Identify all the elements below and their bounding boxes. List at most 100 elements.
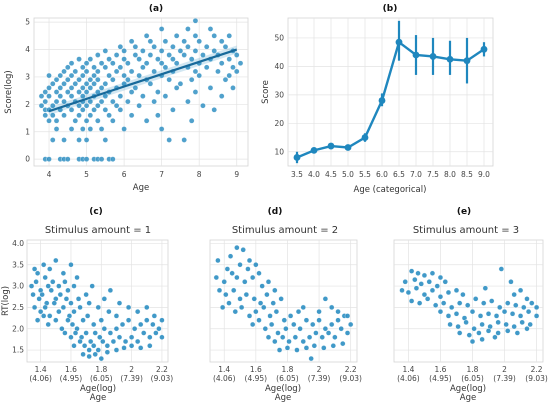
panel-c-point [119,321,126,328]
panel-a-point [102,80,109,87]
panel-d-point [231,287,237,294]
panel-a-point [192,89,199,95]
panel-a-point [188,76,195,83]
panel-a-point [83,156,90,162]
panel-d-point [273,308,280,315]
panel-a-point [102,107,109,113]
panel-d-point [226,300,232,306]
panel-e-point [421,291,428,298]
panel-c-point [122,338,129,345]
panel-d-xtick-age: (4.06) [213,374,236,383]
panel-a-point [162,64,169,71]
panel-b-ytick: 50 [274,34,284,43]
panel-a-point [87,85,94,91]
panel-c-point [95,347,101,353]
panel-a-ticks: 4 5 6 7 8 9 0 1 2 3 4 5 [25,18,239,179]
panel-e-point [497,304,503,311]
panel-c-point [51,300,57,306]
panel-b-xtick: 9.0 [478,170,490,179]
panel-c-point [121,345,127,351]
panel-a-point [147,52,154,58]
panel-d-point [303,317,310,323]
panel-c-point [71,283,77,289]
panel-e-point [432,302,439,308]
panel-a-point [76,102,82,109]
panel-e-point [415,270,421,276]
panel-c-point [134,338,141,345]
panel-d-point [310,321,316,328]
panel-e-point [429,287,436,294]
panel-c-point [138,345,144,351]
panel-d-point [306,334,313,340]
panel-a-point [110,156,116,162]
panel-a-point [87,98,94,105]
panel-a-point [49,137,56,143]
panel-a-point [102,137,109,143]
panel-a-point [68,126,75,132]
panel-e-point [489,298,495,304]
panel-a-point [185,26,191,32]
panel-c-point [45,321,51,328]
panel-e-point [460,291,466,298]
panel-a-point [143,117,150,124]
panel-b-ticks: 3.5 4.0 4.5 5.0 5.5 6.0 6.5 7.0 7.5 8.0 8.5 9.0 10 20… [274,34,490,179]
panel-e-xtick: 1.4 [402,365,414,374]
panel-a-point [177,48,184,54]
panel-e-point [456,300,463,306]
panel-c-point [147,343,153,349]
panel-d-point [216,287,223,294]
panel-c-point [113,326,120,332]
panel-d-point [294,347,300,353]
panel-e-point [511,323,517,330]
panel-d-xlabel-2: Age [275,393,291,403]
panel-a-xtick: 8 [197,170,202,179]
panel-c-point [141,330,147,336]
panel-c-xlabel-2: Age [90,393,106,403]
panel-c-point [87,338,94,345]
panel-a-point [61,98,67,105]
panel-e-point [524,326,530,332]
panel-a-point [83,137,90,143]
panel-a-point [83,102,90,109]
panel-c-point [91,321,97,328]
panel-e-point [455,323,461,330]
panel-d-point [344,313,351,319]
panel-b-point [327,142,335,150]
panel-e-point [412,276,418,283]
panel-d-point [321,345,327,351]
panel-b-point [293,154,301,161]
panel-e-letter: (e) [457,207,471,217]
panel-a-point [192,68,199,75]
panel-c-point [39,291,45,298]
panel-a-xtick: 4 [47,170,52,179]
panel-a-point [147,38,154,45]
panel-c-xtick: 1.6 [65,365,77,374]
panel-c-point [92,351,98,358]
panel-a-point [106,72,112,79]
panel-a-point [72,80,79,87]
panel-b-ylabel: Score [261,80,271,104]
panel-e-point [503,321,509,328]
panel-c-point [147,334,153,340]
panel-e-point [429,270,436,276]
panel-d-title: Stimulus amount = 2 [232,225,338,236]
panel-e-point [485,328,492,334]
panel-d-point [280,334,286,340]
panel-e-point [413,285,420,291]
panel-a-point [151,68,157,75]
panel-d-point [229,270,235,276]
panel-e-point [524,296,530,302]
panel-a-point [87,56,94,62]
panel-b-xtick: 8.0 [444,170,456,179]
panel-a-point [188,56,195,62]
panel-a-point [230,64,236,71]
panel-d-xtick-age: (6.05) [276,374,299,383]
panel-c-point [31,266,38,272]
panel-c-point [71,308,77,315]
panel-d-point [270,300,276,306]
panel-a-point [226,33,233,39]
panel-d-point [227,253,234,259]
panel-a-point [110,76,116,83]
panel-a-point [87,112,94,119]
panel-e-point [437,294,444,300]
